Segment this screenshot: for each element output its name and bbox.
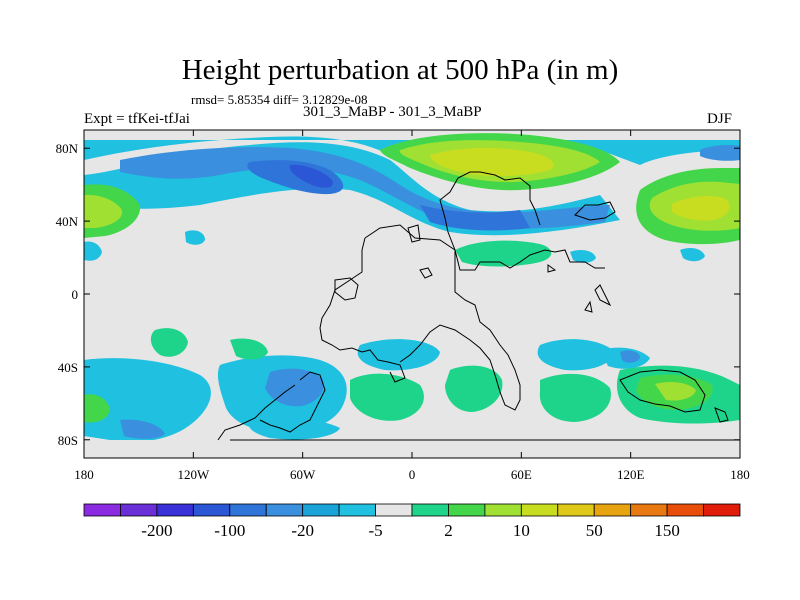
colorbar-swatch — [593, 503, 632, 517]
colorbar-label: -5 — [368, 521, 382, 540]
contour-fills — [84, 133, 740, 458]
runs-label: 301_3_MaBP - 301_3_MaBP — [303, 104, 482, 120]
colorbar-label: -200 — [141, 521, 172, 540]
x-tick-label: 60E — [511, 467, 532, 482]
colorbar-swatch — [302, 503, 340, 517]
experiment-label: Expt = tfKei-tfJai — [84, 111, 190, 127]
colorbar-swatch — [666, 503, 704, 517]
y-tick-label: 0 — [72, 287, 79, 302]
colorbar-swatch — [265, 503, 304, 517]
colorbar-swatch — [375, 503, 413, 517]
x-tick-label: 120E — [617, 467, 645, 482]
axis-ticks: 180 120W 60W 0 60E 120E 180 80N 40N 0 40S 80S — [56, 130, 750, 482]
stats-text: rmsd= 5.85354 diff= 3.12829e-08 — [191, 92, 368, 107]
colorbar-swatch — [520, 503, 559, 517]
colorbar-swatch — [557, 503, 595, 517]
colorbar-label: 10 — [513, 521, 530, 540]
colorbar-label: 150 — [654, 521, 680, 540]
colorbar-swatch — [630, 503, 668, 517]
colorbar-label: -100 — [214, 521, 245, 540]
season-label: DJF — [707, 111, 733, 127]
colorbar-swatch — [229, 503, 267, 517]
y-tick-label: 40S — [58, 360, 78, 375]
colorbar-swatch — [448, 503, 486, 517]
colorbar: -200 -100 -20 -5 2 10 50 150 — [83, 503, 741, 540]
colorbar-label: -20 — [291, 521, 314, 540]
x-tick-label: 180 — [74, 467, 94, 482]
colorbar-swatch — [83, 503, 121, 517]
x-tick-label: 120W — [177, 467, 210, 482]
chart-title: Height perturbation at 500 hPa (in m) — [181, 54, 619, 86]
colorbar-label: 2 — [444, 521, 453, 540]
colorbar-label: 50 — [586, 521, 603, 540]
x-tick-label: 60W — [290, 467, 316, 482]
colorbar-swatch — [484, 503, 522, 517]
colorbar-swatch — [156, 503, 194, 517]
colorbar-swatch — [703, 503, 741, 517]
colorbar-swatch — [120, 503, 158, 517]
colorbar-swatch — [338, 503, 376, 517]
x-tick-label: 0 — [409, 467, 416, 482]
x-tick-label: 180 — [730, 467, 750, 482]
y-tick-label: 80S — [58, 433, 78, 448]
y-tick-label: 40N — [56, 214, 79, 229]
colorbar-swatch — [192, 503, 231, 517]
coastlines — [217, 171, 740, 441]
y-tick-label: 80N — [56, 141, 79, 156]
colorbar-swatch — [411, 503, 449, 517]
